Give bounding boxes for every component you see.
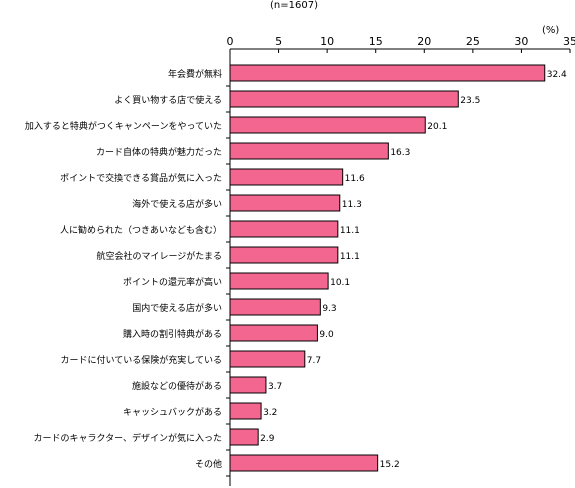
category-label: カードのキャラクター、デザインが気に入った [33,432,222,444]
bar [229,324,318,342]
bar [229,64,546,82]
value-label: 9.0 [319,330,334,340]
bar [229,220,339,238]
category-label: 年会費が無料 [168,68,222,80]
value-label: 10.1 [330,278,350,288]
value-label: 11.3 [342,200,362,210]
category-label: 航空会社のマイレージがたまる [96,250,222,262]
bars [229,64,546,472]
category-labels: 年会費が無料よく買い物する店で使える加入すると特典がつくキャンペーンをやっていた… [25,68,222,470]
value-label: 16.3 [390,148,410,158]
value-label: 3.2 [263,408,277,418]
value-label: 3.7 [268,382,282,392]
bar [229,246,339,264]
category-label: よく買い物する店で使える [114,94,222,106]
bar [229,428,259,446]
value-label: 11.1 [340,252,360,262]
x-tick-label: 0 [227,35,234,48]
value-label: 11.6 [345,174,365,184]
bar [229,454,379,472]
x-tick-label: 15 [369,35,383,48]
sample-size-note: (n=1607) [270,0,318,11]
value-label: 20.1 [427,122,447,132]
unit-label: (%) [542,25,560,36]
value-label: 23.5 [460,96,480,106]
x-axis-ticks: 0 5 10 15 20 25 30 35 [227,35,575,53]
x-tick-label: 30 [514,35,528,48]
category-label: ポイントで交換できる賞品が気に入った [60,172,222,184]
bar [229,194,341,212]
category-label: 施設などの優待がある [132,380,222,392]
category-label: 人に勧められた（つきあいなども含む） [60,224,222,236]
x-tick-label: 10 [320,35,334,48]
bar [229,168,344,186]
bar [229,376,267,394]
category-label: 国内で使える店が多い [132,302,222,314]
bar [229,142,389,160]
category-label: ポイントの還元率が高い [123,276,222,288]
bar [229,298,321,316]
value-label: 9.3 [322,304,336,314]
category-label: 海外で使える店が多い [132,198,222,210]
category-label: カードに付いている保険が充実している [61,354,222,366]
category-label: キャッシュバックがある [123,406,222,418]
category-label: 加入すると特典がつくキャンペーンをやっていた [25,120,222,132]
value-labels: 32.4 23.5 20.1 16.3 11.6 11.3 11.1 11.1 10.1 9.3 9… [260,70,567,470]
bar [229,116,426,134]
axes [226,48,570,486]
bar [229,402,262,420]
x-tick-label: 25 [466,35,480,48]
bar [229,272,329,290]
value-label: 15.2 [380,460,400,470]
bar [229,350,306,368]
value-label: 2.9 [260,434,275,444]
category-label: カード自体の特典が魅力だった [96,146,222,158]
x-tick-label: 5 [275,35,282,48]
value-label: 7.7 [307,356,321,366]
x-tick-label: 20 [417,35,431,48]
category-label: 購入時の割引特典がある [123,328,222,340]
x-tick-label: 35 [563,35,575,48]
bar [229,90,459,108]
value-label: 32.4 [547,70,567,80]
category-label: その他 [195,458,222,470]
value-label: 11.1 [340,226,360,236]
